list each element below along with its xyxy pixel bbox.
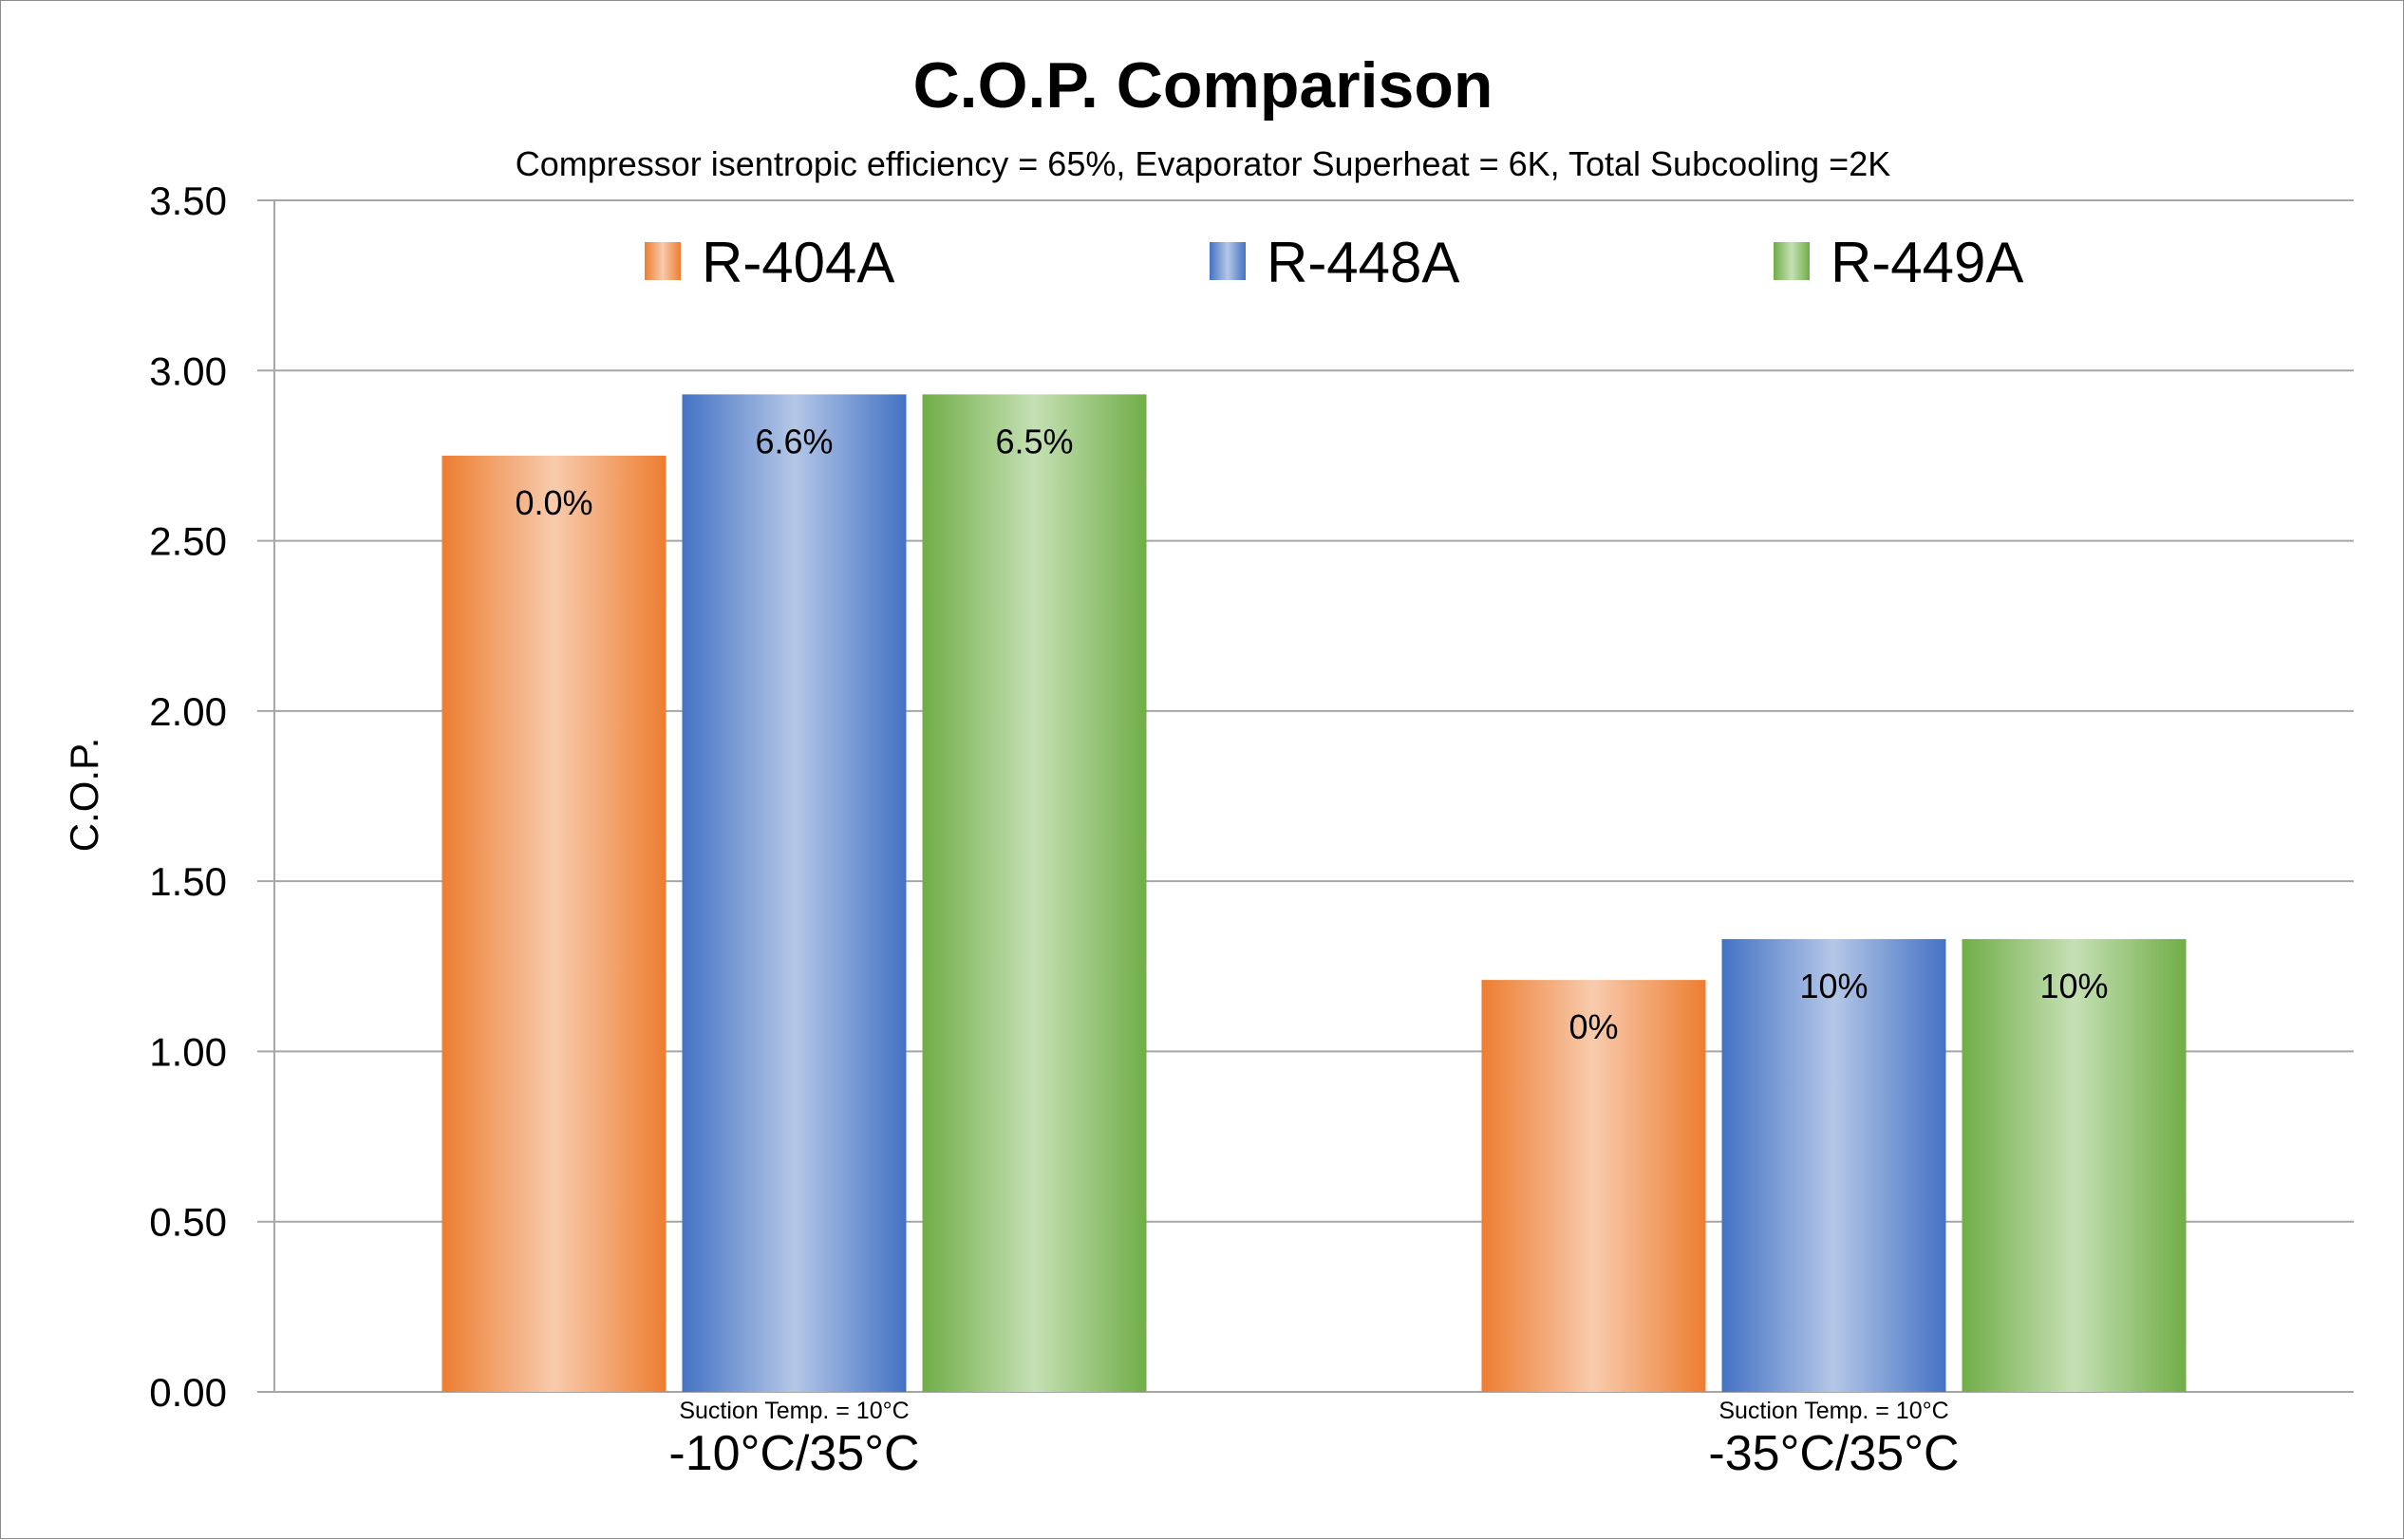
y-tick-label: 1.00 <box>149 1029 227 1074</box>
y-tick-label: 3.50 <box>149 178 227 223</box>
legend: R-404A R-448A R-449A <box>645 231 2023 294</box>
y-ticks: 0.00 0.50 1.00 1.50 2.00 2.50 3.00 3.50 <box>149 178 227 1415</box>
y-tick-label: 0.50 <box>149 1200 227 1245</box>
category-sublabel: Suction Temp. = 10°C <box>679 1398 909 1424</box>
bar-r-449a-1 <box>1962 939 2187 1392</box>
chart-title: C.O.P. Comparison <box>913 49 1493 122</box>
bars: 0.0% 6.6% 6.5% 0% 10% 10% <box>441 394 2187 1392</box>
y-tick-label: 0.00 <box>149 1370 227 1415</box>
legend-swatch-r-449a <box>1774 242 1810 280</box>
data-label: 10% <box>2039 967 2108 1005</box>
bar-r-404a-0 <box>441 455 667 1392</box>
data-label: 6.6% <box>755 422 833 460</box>
chart-subtitle: Compressor isentropic efficiency = 65%, … <box>516 144 1891 183</box>
data-label: 0.0% <box>515 483 592 522</box>
data-label: 0% <box>1568 1007 1618 1046</box>
legend-label-r-449a: R-449A <box>1831 231 2023 294</box>
category-label: -10°C/35°C <box>668 1426 919 1481</box>
bar-r-404a-1 <box>1481 980 1706 1392</box>
y-tick-label: 2.50 <box>149 519 227 564</box>
y-axis-label: C.O.P. <box>62 738 106 853</box>
legend-swatch-r-448a <box>1210 242 1246 280</box>
y-tick-label: 3.00 <box>149 348 227 393</box>
category-label: -35°C/35°C <box>1708 1426 1959 1481</box>
legend-label-r-404a: R-404A <box>702 231 894 294</box>
legend-swatch-r-404a <box>645 242 681 280</box>
bar-r-448a-0 <box>682 394 907 1392</box>
data-label: 6.5% <box>995 422 1073 460</box>
y-tick-label: 2.00 <box>149 689 227 734</box>
legend-label-r-448a: R-448A <box>1267 231 1459 294</box>
data-label: 10% <box>1799 967 1868 1005</box>
bar-r-449a-0 <box>922 394 1147 1392</box>
bar-r-448a-1 <box>1721 939 1946 1392</box>
category-sublabel: Suction Temp. = 10°C <box>1718 1398 1948 1424</box>
y-tick-label: 1.50 <box>149 859 227 904</box>
